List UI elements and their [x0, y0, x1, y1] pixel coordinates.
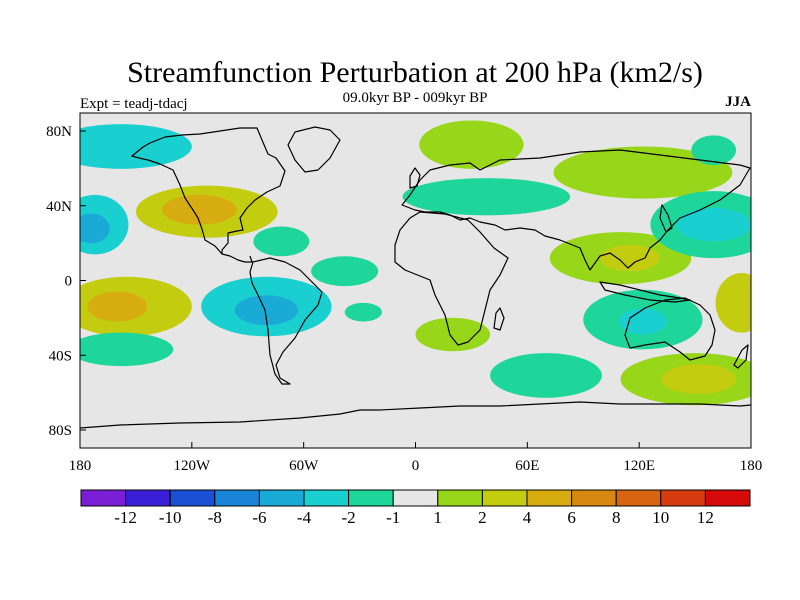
colorbar-box-10 — [526, 489, 573, 507]
contour-region-7 — [87, 291, 148, 322]
colorbar-box-12 — [615, 489, 662, 507]
coast-south-america — [249, 257, 323, 385]
contour-region-12 — [80, 332, 174, 367]
x-tick-label-5: 120E — [623, 458, 655, 474]
season-label: JJA — [725, 94, 751, 110]
colorbar-box-8 — [437, 489, 483, 507]
contour-region-13 — [419, 120, 524, 169]
colorbar-label-12: 10 — [652, 508, 669, 527]
contour-region-22 — [618, 308, 668, 335]
contour-region-0 — [80, 124, 192, 169]
colorbar-box-2 — [169, 489, 216, 507]
coast-antarctica — [80, 401, 751, 429]
axis-tick-marks — [79, 130, 752, 448]
colorbar-box-13 — [660, 489, 706, 507]
y-tick-label-4: 80S — [49, 423, 72, 439]
contour-region-4 — [162, 194, 237, 225]
coast-madagascar — [493, 307, 505, 331]
contour-region-11 — [344, 302, 382, 322]
coast-africa — [394, 211, 509, 346]
y-tick-labels: 80N 40N 0 40S 80S — [46, 124, 72, 439]
y-tick-label-3: 40S — [49, 348, 72, 364]
colorbar-label-13: 12 — [697, 508, 714, 527]
contour-region-14 — [402, 178, 571, 216]
contour-region-27 — [661, 364, 737, 395]
x-tick-label-1: 120W — [173, 458, 211, 474]
x-tick-labels: 180 120W 60W 0 60E 120E 180 — [69, 458, 763, 474]
colorbar-box-11 — [571, 489, 617, 507]
y-tick-label-2: 0 — [65, 274, 73, 290]
experiment-label: Expt = teadj-tdacj — [80, 96, 188, 112]
contour-region-25 — [490, 353, 602, 398]
coastlines — [80, 126, 751, 429]
colorbar-label-8: 2 — [478, 508, 487, 527]
colorbar-box-1 — [125, 489, 171, 507]
coast-japan — [659, 204, 673, 233]
colorbar-box-3 — [214, 489, 260, 507]
coast-north-america — [131, 127, 286, 255]
colorbar-label-6: -1 — [386, 508, 400, 527]
contour-region-18 — [600, 245, 660, 272]
colorbar-box-14 — [704, 489, 751, 507]
colorbar-label-2: -8 — [208, 508, 222, 527]
coast-uk — [409, 167, 421, 189]
colorbar-box-5 — [303, 489, 350, 507]
colorbar-label-11: 8 — [612, 508, 621, 527]
coast-greenland — [287, 126, 341, 173]
colorbar-box-4 — [258, 489, 305, 507]
map-panel: 180 120W 60W 0 60E 120E 180 80N 40N 0 40S 80S — [46, 112, 763, 474]
contour-region-24 — [415, 317, 491, 352]
colorbar-label-10: 6 — [567, 508, 576, 527]
colorbar-boxes — [80, 489, 751, 507]
contour-region-16 — [691, 135, 737, 166]
colorbar-labels: -12 -10 -8 -6 -4 -2 -1 1 2 4 6 8 10 12 — [114, 508, 714, 527]
contour-region-9 — [234, 295, 299, 326]
coast-new-zealand — [733, 344, 749, 369]
period-label: 09.0kyr BP - 009kyr BP — [343, 90, 488, 106]
chart-title: Streamfunction Perturbation at 200 hPa (… — [127, 56, 703, 89]
colorbar-label-4: -4 — [297, 508, 312, 527]
y-tick-label-1: 40N — [46, 199, 72, 215]
coast-europe-asia — [401, 149, 751, 271]
contour-region-15 — [553, 146, 733, 199]
x-tick-label-4: 60E — [515, 458, 539, 474]
colorbar-box-7 — [392, 489, 439, 507]
colorbar-label-3: -6 — [252, 508, 266, 527]
contour-region-2 — [80, 213, 110, 244]
colorbar-box-0 — [80, 489, 127, 507]
x-tick-label-2: 60W — [289, 458, 319, 474]
contour-fields — [80, 120, 751, 406]
colorbar: -12 -10 -8 -6 -4 -2 -1 1 2 4 6 8 10 12 — [80, 489, 751, 527]
contour-region-23 — [715, 273, 751, 333]
contour-region-5 — [253, 226, 310, 257]
coast-central-america — [221, 253, 253, 263]
contour-region-20 — [676, 207, 751, 242]
colorbar-box-6 — [348, 489, 394, 507]
colorbar-box-9 — [481, 489, 528, 507]
colorbar-label-7: 1 — [434, 508, 443, 527]
contour-region-10 — [311, 256, 379, 287]
x-tick-label-0: 180 — [69, 458, 92, 474]
x-tick-label-6: 180 — [740, 458, 763, 474]
colorbar-label-0: -12 — [114, 508, 137, 527]
coast-australia — [624, 297, 716, 361]
y-tick-label-0: 80N — [46, 124, 72, 140]
x-tick-label-3: 0 — [412, 458, 420, 474]
colorbar-label-5: -2 — [342, 508, 356, 527]
colorbar-label-1: -10 — [159, 508, 182, 527]
colorbar-label-9: 4 — [523, 508, 532, 527]
